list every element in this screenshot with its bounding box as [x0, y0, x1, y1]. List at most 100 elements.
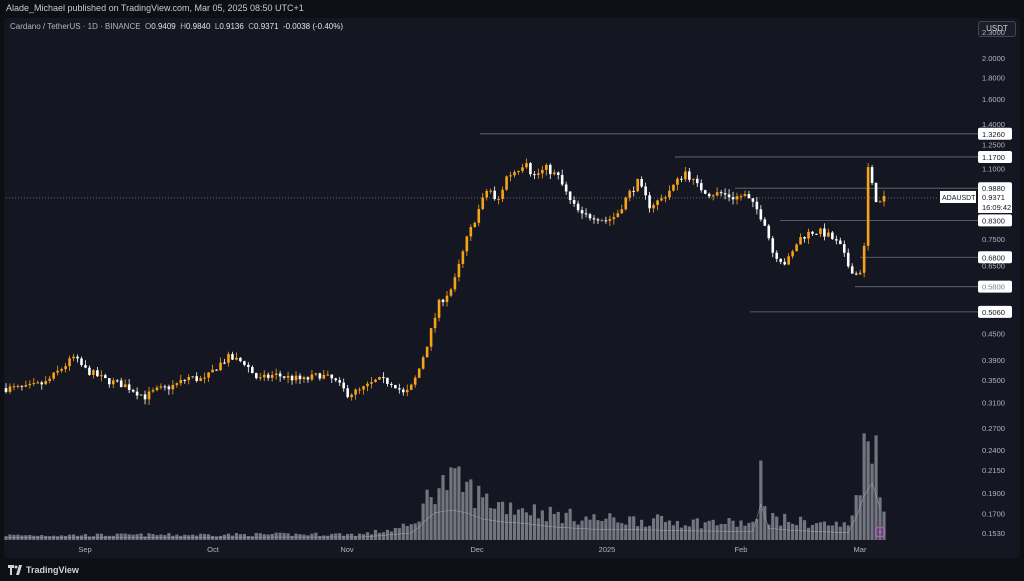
candle-body: [676, 178, 679, 185]
y-tick-label: 1.1000: [982, 164, 1005, 173]
candle-body: [239, 357, 242, 362]
candle-body: [545, 164, 548, 170]
candle-body: [92, 370, 95, 375]
volume-bar: [528, 515, 533, 540]
levels-layer: 1.3260 1.1700 0.9880 0.8300 0.6800 0.5800 0.50…: [6, 127, 1012, 318]
last-price-value: 0.9371: [982, 193, 1005, 202]
candle-body: [537, 173, 540, 175]
volume-bar: [540, 510, 544, 540]
candle-body: [517, 170, 520, 173]
candle-body: [274, 373, 278, 375]
volume-bar: [147, 533, 151, 540]
volume-bar: [437, 488, 441, 540]
candle-body: [433, 317, 437, 329]
candle-body: [386, 377, 389, 384]
last-price-bg: [978, 190, 1012, 213]
candle-body: [28, 383, 32, 386]
candle-body: [564, 184, 568, 192]
candle-body: [457, 263, 461, 278]
volume-bar: [441, 475, 445, 540]
candle-body: [874, 182, 878, 203]
volume-bar: [838, 526, 842, 540]
candle-body: [580, 210, 584, 214]
volume-bar: [580, 520, 584, 540]
y-tick-label: 1.6000: [982, 95, 1005, 104]
candle-body: [247, 364, 250, 368]
volume-bar: [230, 535, 235, 540]
level-label-bg: [978, 305, 1012, 318]
lightning-glyph: [878, 528, 883, 536]
volume-bar: [365, 532, 370, 540]
volume-bar: [731, 520, 735, 540]
candle-body: [302, 377, 306, 380]
volume-bar: [878, 497, 882, 540]
volume-bar: [794, 525, 799, 540]
candle-body: [334, 378, 338, 381]
candle-body: [723, 193, 727, 195]
candle-body: [596, 219, 600, 221]
candle-body: [525, 163, 528, 168]
candle-body: [80, 358, 83, 366]
volume-layer: [4, 433, 886, 540]
currency-button[interactable]: USDT: [978, 21, 1016, 37]
candle-body: [477, 209, 481, 223]
volume-bar: [874, 435, 878, 540]
candle-body: [882, 195, 886, 202]
volume-bar: [775, 516, 779, 540]
candle-body: [155, 387, 159, 391]
symbol-name[interactable]: Cardano / TetherUS · 1D · BINANCE: [10, 22, 141, 31]
candle-body: [378, 377, 381, 380]
candle-body: [791, 251, 794, 257]
candle-body: [743, 194, 747, 197]
candle-body: [231, 354, 234, 360]
volume-bar: [596, 520, 600, 540]
candle-body: [727, 194, 731, 198]
candle-body: [548, 164, 552, 175]
candle-body: [453, 277, 457, 290]
candle-body: [382, 377, 385, 379]
volume-ma-line: [6, 482, 881, 538]
candle-body: [441, 299, 445, 303]
volume-bar: [87, 536, 92, 540]
candle-body: [485, 190, 489, 198]
volume-bar: [214, 536, 219, 540]
candle-body: [604, 220, 608, 222]
x-tick-label: Mar: [854, 545, 867, 554]
volume-bar: [119, 533, 123, 540]
volume-bar: [636, 526, 640, 540]
volume-bar: [433, 504, 437, 540]
candle-body: [703, 190, 707, 194]
candle-body: [143, 394, 147, 400]
candle-body: [52, 372, 55, 379]
candle-body: [72, 356, 75, 359]
candle-body: [362, 386, 365, 390]
candle-body: [465, 236, 469, 252]
y-tick-label: 0.2150: [982, 466, 1005, 475]
candle-body: [119, 380, 123, 388]
volume-bar: [36, 535, 40, 540]
candle-body: [32, 382, 36, 384]
candle-body: [688, 171, 691, 180]
candle-body: [552, 172, 556, 175]
candle-body: [350, 394, 353, 398]
candle-body: [243, 361, 246, 365]
volume-bar: [286, 533, 290, 540]
volume-bar: [536, 518, 540, 540]
candle-body: [322, 374, 326, 379]
volume-bar: [218, 535, 223, 540]
candle-body: [862, 245, 866, 273]
candlestick-chart[interactable]: 1.3260 1.1700 0.9880 0.8300 0.6800 0.5800 0.50…: [0, 0, 1024, 560]
candle-body: [254, 373, 258, 379]
candle-body: [306, 377, 310, 380]
volume-bar: [564, 512, 568, 540]
candle-body: [207, 372, 210, 378]
candle-body: [707, 193, 711, 197]
y-tick-label: 0.1700: [982, 510, 1005, 519]
candle-body: [560, 174, 564, 185]
candle-body: [870, 167, 874, 183]
volume-bar: [822, 521, 827, 540]
pair-label: ADAUSDT: [942, 195, 976, 202]
volume-bar: [489, 507, 493, 540]
candle-body: [664, 197, 667, 199]
volume-bar: [44, 535, 48, 540]
